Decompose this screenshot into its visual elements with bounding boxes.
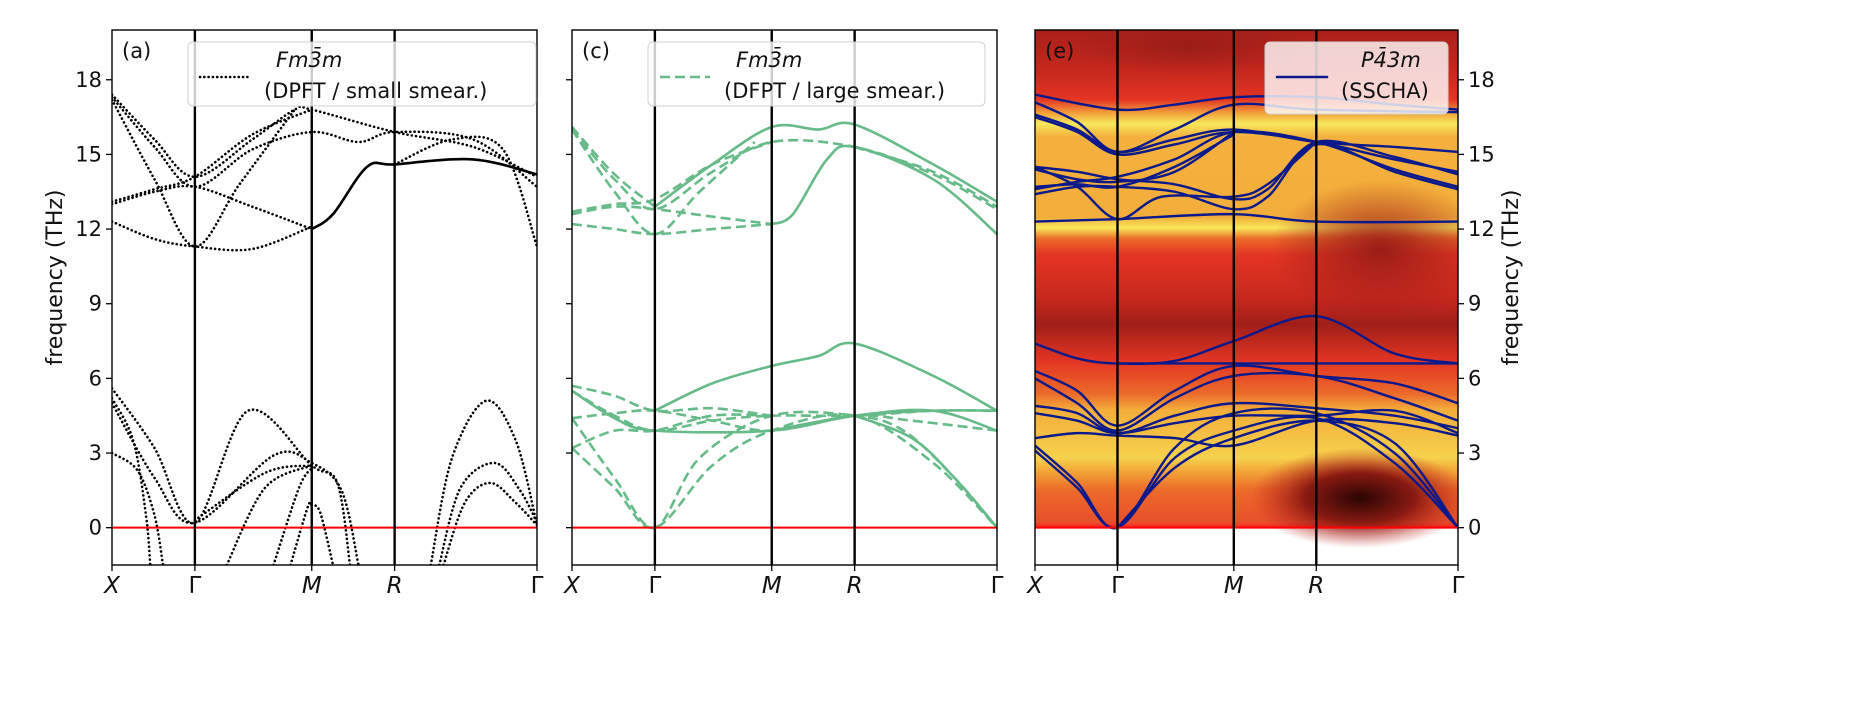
y-tick-label: 15 (75, 142, 102, 166)
legend-title: P4̄3m (1361, 47, 1421, 72)
band-line-9 (653, 341, 997, 413)
band-line-15 (1035, 401, 1458, 435)
x-tick-label: R (847, 573, 863, 599)
band-line-7 (770, 144, 997, 236)
band-line-9 (112, 451, 165, 565)
band-line-18 (442, 481, 537, 565)
band-line-11 (112, 401, 360, 565)
y-tick-label: 9 (1468, 292, 1481, 316)
band-line-1 (112, 95, 537, 189)
band-line-3 (1035, 115, 1458, 174)
x-tick-label: M (762, 573, 782, 599)
y-tick-label: 15 (1468, 142, 1495, 166)
legend-box (1264, 41, 1449, 115)
band-line-9 (1035, 140, 1318, 221)
legend-box (187, 41, 537, 107)
y-tick-label: 0 (89, 516, 102, 540)
panel-c: X Γ M R Γ (c) Fm3̄m (DFPT / large smear.) (563, 29, 1004, 599)
legend-box (647, 41, 986, 107)
band-line-14 (1035, 371, 1458, 432)
x-tick-label: X (1026, 573, 1044, 599)
x-tick-label: X (103, 573, 121, 599)
y-tick-label: 6 (1468, 366, 1481, 390)
y-tick-label: 18 (1468, 68, 1495, 92)
panel-label: (e) (1045, 39, 1074, 63)
band-line-10 (112, 396, 152, 565)
band-line-16 (429, 399, 537, 565)
band-line-17 (853, 414, 997, 529)
panel-label: (c) (582, 39, 610, 63)
band-line-16 (572, 413, 997, 530)
x-tick-label: X (563, 573, 581, 599)
axes-frame (1034, 29, 1459, 566)
band-line-18 (770, 408, 997, 432)
band-line-11 (1035, 314, 1458, 366)
x-tick-label: Γ (531, 573, 544, 599)
axes-frame (111, 29, 538, 566)
x-tick-label: Γ (188, 573, 201, 599)
y-axis-label: frequency (THz) (1499, 189, 1524, 365)
band-line-14 (272, 466, 314, 565)
legend-title: Fm3̄m (276, 47, 342, 72)
y-tick-label: 12 (75, 217, 102, 241)
band-line-8 (112, 387, 352, 565)
band-line-5 (572, 222, 772, 236)
band-line-13 (1035, 364, 1458, 427)
x-tick-label: M (1224, 573, 1244, 599)
band-line-18 (1035, 407, 1458, 530)
band-lines (112, 93, 537, 565)
band-line-8 (1035, 142, 1458, 211)
band-line-4 (1035, 139, 1458, 201)
y-tick-label: 6 (89, 366, 102, 390)
band-line-13 (572, 409, 997, 432)
axes-frame (571, 29, 998, 566)
legend: Fm3̄m (DPFT / small smear.) (187, 41, 537, 107)
y-tick-label: 9 (89, 292, 102, 316)
panel-e: X Γ M R Γ 0 3 6 9 12 15 18 frequency (THz) (e) P4̄3m (S… (1026, 29, 1524, 599)
band-lines (572, 121, 997, 530)
legend-subtitle: (DFPT / large smear.) (724, 79, 945, 103)
legend-subtitle: (DPFT / small smear.) (264, 79, 487, 103)
y-tick-label: 3 (89, 441, 102, 465)
y-tick-label: 18 (75, 68, 102, 92)
panel-a: X Γ M R Γ 0 3 6 9 12 15 18 frequency (THz) (a) Fm3̄m (D… (43, 29, 544, 599)
legend-title: Fm3̄m (736, 47, 802, 72)
legend: P4̄3m (SSCHA) (1264, 41, 1449, 115)
panel-label: (a) (122, 39, 151, 63)
x-tick-label: Γ (991, 573, 1004, 599)
x-tick-label: R (387, 573, 403, 599)
band-line-1 (572, 126, 656, 208)
band-line-19 (1035, 415, 1458, 530)
band-line-2 (1035, 113, 1458, 154)
band-line-16 (1035, 408, 1458, 435)
band-line-12 (193, 464, 314, 522)
y-tick-label: 12 (1468, 217, 1495, 241)
band-line-0 (112, 93, 537, 179)
band-line-14 (572, 413, 772, 450)
band-line-20 (1116, 419, 1458, 529)
band-line-0 (653, 121, 997, 208)
band-line-6 (1035, 130, 1458, 191)
y-tick-label: 3 (1468, 441, 1481, 465)
x-tick-label: M (302, 573, 322, 599)
legend: Fm3̄m (DFPT / large smear.) (647, 41, 986, 107)
band-line-17 (1035, 417, 1458, 448)
y-tick-label: 0 (1468, 516, 1481, 540)
y-axis-label: frequency (THz) (43, 189, 68, 365)
band-line-8 (854, 145, 997, 208)
band-line-4 (310, 157, 537, 231)
x-tick-label: Γ (1111, 573, 1124, 599)
legend-subtitle: (SSCHA) (1341, 79, 1429, 103)
x-tick-label: Γ (648, 573, 661, 599)
band-line-17 (437, 461, 537, 565)
band-line-13 (225, 464, 314, 565)
band-line-6 (112, 98, 297, 248)
band-line-5 (112, 220, 314, 252)
band-line-7 (393, 135, 537, 248)
x-tick-label: Γ (1452, 573, 1465, 599)
x-tick-label: R (1308, 573, 1324, 599)
band-line-2 (572, 128, 997, 211)
band-line-4 (572, 205, 772, 226)
